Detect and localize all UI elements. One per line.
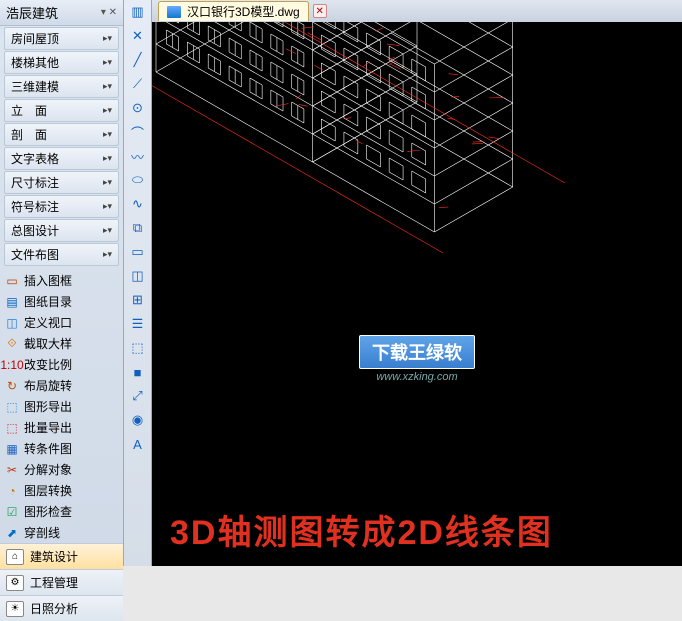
dropdown-6[interactable]: 尺寸标注▸▾: [4, 171, 119, 194]
toolstrip-btn-3[interactable]: ⟋: [127, 74, 149, 94]
tool-icon: ▤: [4, 294, 20, 310]
tool-4[interactable]: 1:10改变比例: [0, 354, 123, 375]
tool-icon: ✂: [4, 462, 20, 478]
tool-icon: ⬈: [4, 525, 20, 541]
mode-tab-1[interactable]: ⚙工程管理: [0, 569, 123, 595]
file-tab[interactable]: 汉口银行3D模型.dwg: [158, 1, 309, 21]
tool-icon: ⬚: [4, 399, 20, 415]
drawing-canvas[interactable]: 下载王绿软 www.xzking.com 3D轴测图转成2D线条图: [152, 22, 682, 566]
toolstrip-btn-14[interactable]: ⬚: [127, 338, 149, 358]
tool-icon: ☑: [4, 504, 20, 520]
chevron-icon: ▸▾: [103, 33, 112, 44]
panel-title: 浩辰建筑 ▾ ✕: [0, 0, 123, 26]
toolstrip-btn-4[interactable]: ⊙: [127, 98, 149, 118]
chevron-icon: ▸▾: [103, 177, 112, 188]
tool-8[interactable]: ▦转条件图: [0, 438, 123, 459]
tool-2[interactable]: ◫定义视口: [0, 312, 123, 333]
watermark-url: www.xzking.com: [359, 371, 475, 383]
toolstrip-btn-2[interactable]: ╱: [127, 50, 149, 70]
toolstrip-btn-5[interactable]: ⌒: [127, 122, 149, 142]
tool-icon: ⬚: [4, 420, 20, 436]
mode-tab-0[interactable]: ⌂建筑设计: [0, 543, 123, 569]
tool-icon: ↻: [4, 378, 20, 394]
dropdown-7[interactable]: 符号标注▸▾: [4, 195, 119, 218]
toolstrip-btn-12[interactable]: ⊞: [127, 290, 149, 310]
close-icon[interactable]: ✕: [313, 4, 327, 18]
panel-title-text: 浩辰建筑: [6, 3, 58, 22]
dropdown-9[interactable]: 文件布图▸▾: [4, 243, 119, 266]
tab-bar: 汉口银行3D模型.dwg ✕: [152, 0, 682, 22]
chevron-icon: ▸▾: [103, 249, 112, 260]
chevron-icon: ▸▾: [103, 201, 112, 212]
toolstrip-btn-0[interactable]: ▥: [127, 2, 149, 22]
tool-icon: ⟐: [4, 336, 20, 352]
toolstrip-btn-11[interactable]: ◫: [127, 266, 149, 286]
tool-icon: 1:10: [4, 357, 20, 373]
toolstrip-btn-6[interactable]: 〰: [127, 146, 149, 166]
toolstrip-btn-1[interactable]: ✕: [127, 26, 149, 46]
tool-12[interactable]: ⬈穿剖线: [0, 522, 123, 543]
dropdown-8[interactable]: 总图设计▸▾: [4, 219, 119, 242]
toolstrip-btn-13[interactable]: ☰: [127, 314, 149, 334]
toolstrip-btn-7[interactable]: ⬭: [127, 170, 149, 190]
toolstrip-btn-10[interactable]: ▭: [127, 242, 149, 262]
tool-1[interactable]: ▤图纸目录: [0, 291, 123, 312]
mode-tab-2[interactable]: ☀日照分析: [0, 595, 123, 621]
chevron-icon: ▸▾: [103, 57, 112, 68]
chevron-icon: ▸▾: [103, 81, 112, 92]
chevron-icon: ▸▾: [103, 225, 112, 236]
tool-icon: ▭: [4, 273, 20, 289]
building-wireframe: [152, 22, 682, 566]
watermark-box: 下载王绿软: [359, 335, 475, 369]
dropdown-5[interactable]: 文字表格▸▾: [4, 147, 119, 170]
tool-3[interactable]: ⟐截取大样: [0, 333, 123, 354]
tool-0[interactable]: ▭插入图框: [0, 270, 123, 291]
file-tab-label: 汉口银行3D模型.dwg: [187, 3, 300, 20]
chevron-icon: ▸▾: [103, 129, 112, 140]
dropdown-0[interactable]: 房间屋顶▸▾: [4, 27, 119, 50]
toolstrip-btn-18[interactable]: A: [127, 434, 149, 454]
toolstrip-btn-9[interactable]: ⧉: [127, 218, 149, 238]
dropdown-2[interactable]: 三维建模▸▾: [4, 75, 119, 98]
mode-icon: ⚙: [6, 575, 24, 591]
dropdown-4[interactable]: 剖 面▸▾: [4, 123, 119, 146]
tool-5[interactable]: ↻布局旋转: [0, 375, 123, 396]
chevron-icon: ▸▾: [103, 105, 112, 116]
watermark: 下载王绿软 www.xzking.com: [359, 335, 475, 383]
mode-icon: ☀: [6, 601, 24, 617]
tool-9[interactable]: ✂分解对象: [0, 459, 123, 480]
mode-icon: ⌂: [6, 549, 24, 565]
dropdown-3[interactable]: 立 面▸▾: [4, 99, 119, 122]
tool-icon: ◔: [4, 483, 20, 499]
tool-icon: ◫: [4, 315, 20, 331]
caption-text: 3D轴测图转成2D线条图: [170, 505, 553, 554]
toolstrip-btn-17[interactable]: ◉: [127, 410, 149, 430]
dwg-icon: [167, 6, 181, 18]
tool-icon: ▦: [4, 441, 20, 457]
chevron-down-icon[interactable]: ▾ ✕: [101, 7, 117, 18]
tool-7[interactable]: ⬚批量导出: [0, 417, 123, 438]
dropdown-1[interactable]: 楼梯其他▸▾: [4, 51, 119, 74]
toolstrip-btn-8[interactable]: ∿: [127, 194, 149, 214]
toolstrip-btn-15[interactable]: ■: [127, 362, 149, 382]
chevron-icon: ▸▾: [103, 153, 112, 164]
tool-11[interactable]: ☑图形检查: [0, 501, 123, 522]
toolstrip-btn-16[interactable]: ⤢: [127, 386, 149, 406]
tool-10[interactable]: ◔图层转换: [0, 480, 123, 501]
tool-6[interactable]: ⬚图形导出: [0, 396, 123, 417]
